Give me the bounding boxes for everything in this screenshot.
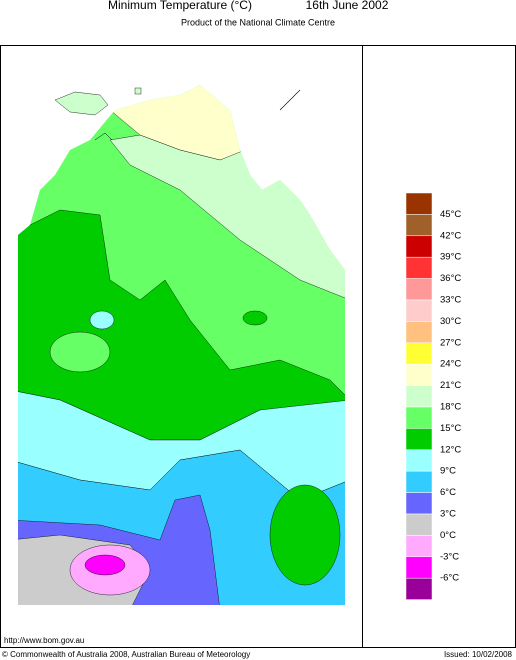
legend-swatch [405,385,433,408]
legend-label: 18°C [440,402,461,413]
legend-label: 9°C [440,466,456,477]
legend-swatch [405,192,433,215]
map [18,85,345,605]
legend-swatch [405,278,433,301]
legend-swatch [405,513,433,536]
legend-swatch [405,299,433,322]
legend-label: 45°C [440,209,461,220]
legend-swatch [405,428,433,451]
copyright: © Commonwealth of Australia 2008, Austra… [2,650,250,659]
legend-swatch [405,535,433,558]
legend-label: -6°C [440,573,459,584]
legend-label: 27°C [440,337,461,348]
legend-label: 3°C [440,509,456,520]
legend-label: 24°C [440,359,461,370]
legend-swatch [405,470,433,493]
legend-swatch [405,235,433,258]
legend-swatch [405,406,433,429]
legend-label: 42°C [440,230,461,241]
legend-label: 36°C [440,273,461,284]
coast [94,132,113,141]
legend-label: 21°C [440,380,461,391]
legend-swatch [405,321,433,344]
legend-label: 0°C [440,530,456,541]
legend-swatch [405,214,433,237]
legend-label: 39°C [440,252,461,263]
legend-label: -3°C [440,551,459,562]
legend-swatch [405,342,433,365]
legend-label: 6°C [440,487,456,498]
legend-swatch [405,363,433,386]
legend-swatch [405,449,433,472]
island [134,87,142,95]
legend-label: 12°C [440,444,461,455]
legend-label: 33°C [440,295,461,306]
map-subtitle: Product of the National Climate Centre [181,17,335,27]
island [279,89,301,111]
legend-swatch [405,577,433,600]
map-title: Minimum Temperature (°C) [108,0,252,12]
map-date: 16th June 2002 [306,0,389,12]
island [54,91,109,116]
legend-swatch [405,556,433,579]
legend-swatch [405,492,433,515]
issued: Issued: 10/02/2008 [444,650,513,659]
legend-swatch [405,256,433,279]
legend-label: 30°C [440,316,461,327]
url: http://www.bom.gov.au [4,636,84,645]
legend: 45°C 42°C 39°C 36°C 33°C 30°C 27°C 24°C 21°C 18°C… [405,192,461,600]
legend-label: 15°C [440,423,461,434]
